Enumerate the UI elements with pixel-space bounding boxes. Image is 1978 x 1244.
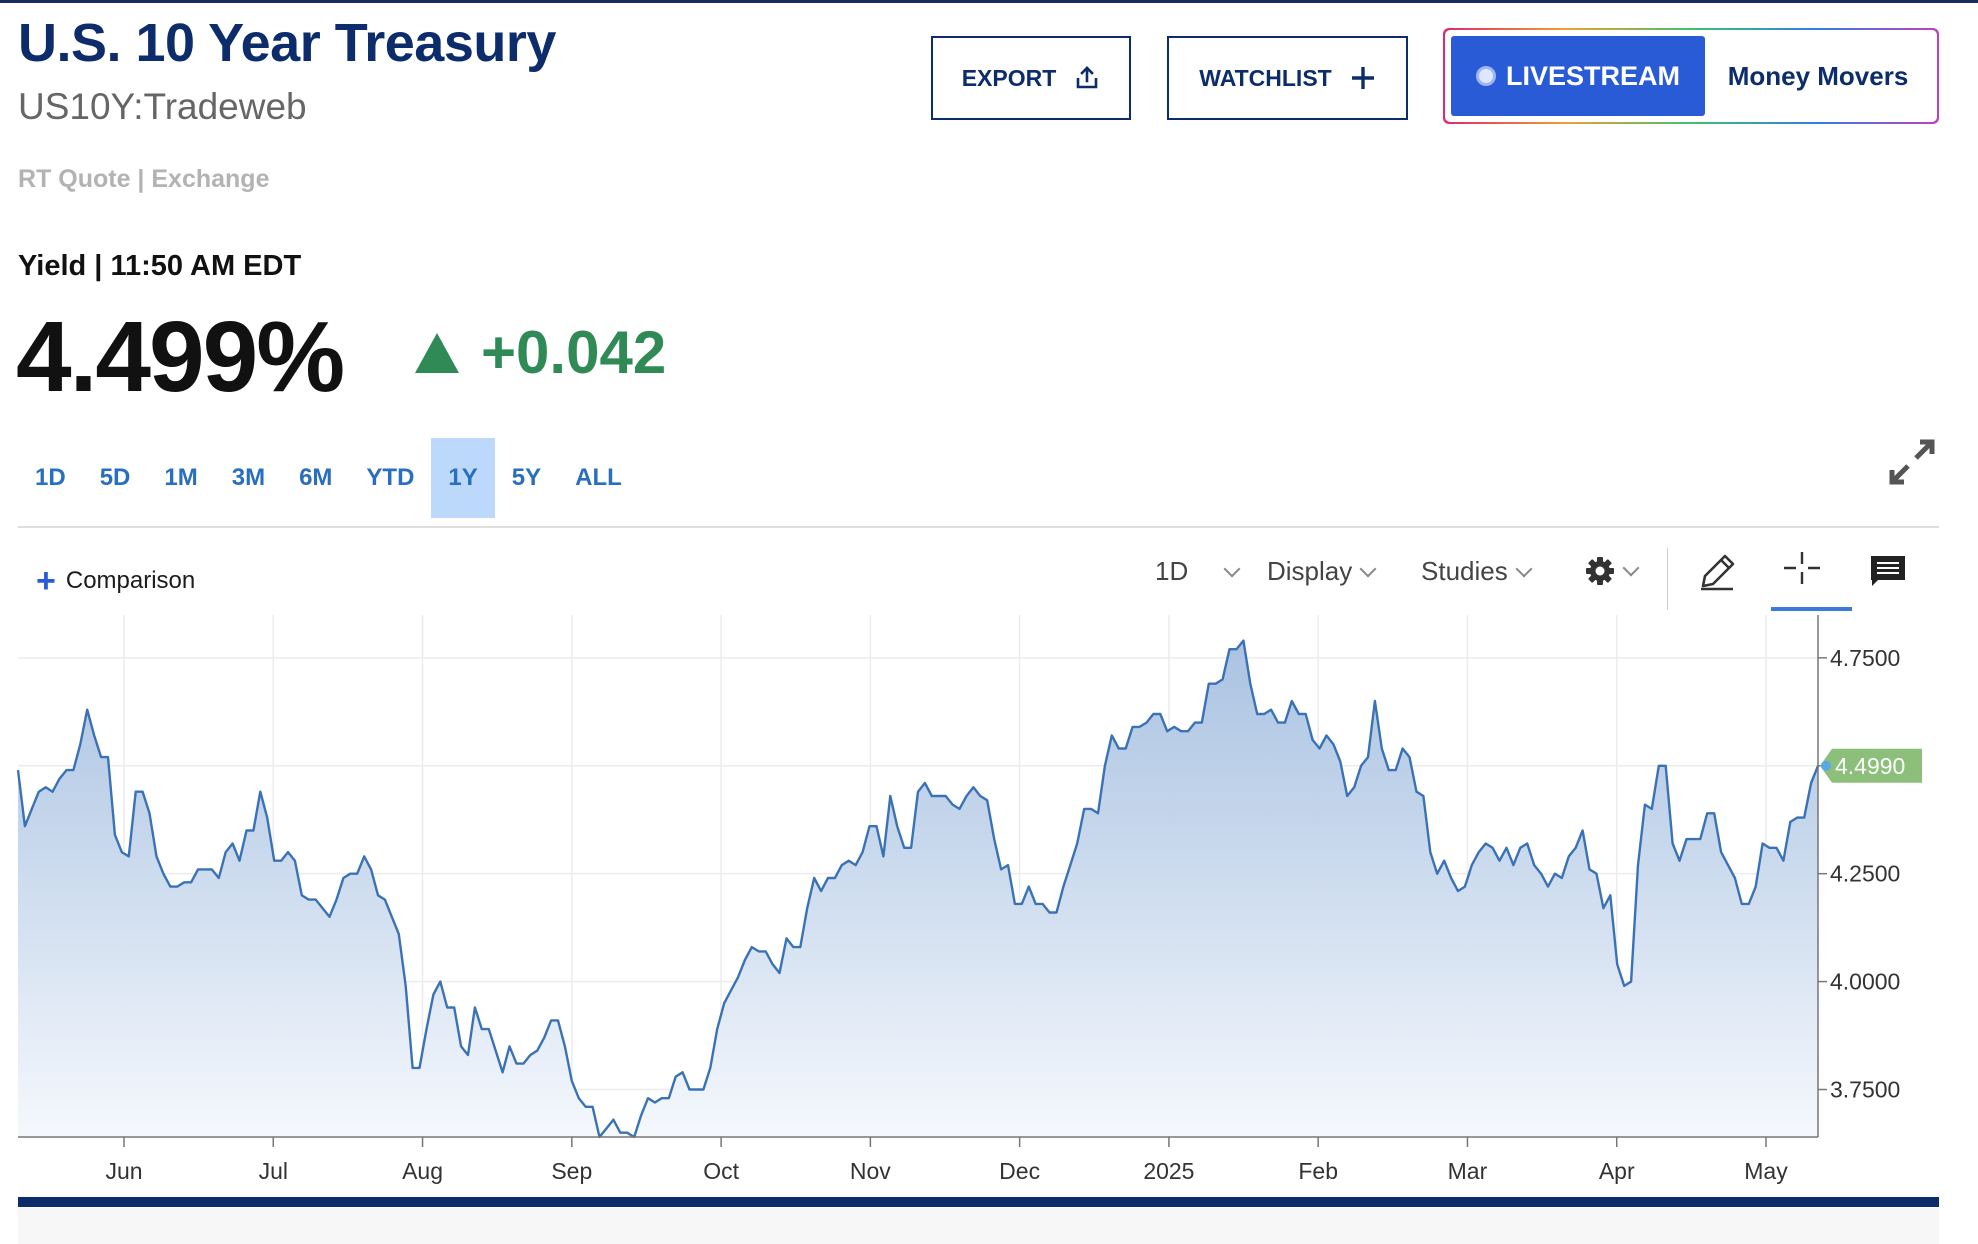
x-tick-label: Oct xyxy=(703,1158,739,1184)
studies-label: Studies xyxy=(1421,556,1508,586)
live-dot-icon xyxy=(1475,66,1496,86)
pencil-icon[interactable] xyxy=(1697,548,1737,592)
toolbar-divider xyxy=(1667,548,1668,610)
watchlist-button-label: WATCHLIST xyxy=(1199,64,1332,91)
comment-icon[interactable] xyxy=(1868,548,1908,592)
chevron-down-icon xyxy=(1223,560,1241,577)
x-tick-label: 2025 xyxy=(1143,1158,1194,1184)
x-tick-label: Nov xyxy=(850,1158,891,1184)
comparison-label: Comparison xyxy=(65,567,196,594)
range-tab-1y[interactable]: 1Y xyxy=(431,438,495,518)
footer xyxy=(18,1208,1939,1244)
last-value-marker xyxy=(1821,760,1831,771)
range-tab-3m[interactable]: 3M xyxy=(231,464,266,491)
range-selector: 1D 5D 1M 3M 6M YTD 1Y 5Y ALL xyxy=(18,438,639,518)
export-button-label: EXPORT xyxy=(961,64,1057,91)
comparison-button[interactable]: + Comparison xyxy=(36,564,195,598)
studies-dropdown[interactable]: Studies xyxy=(1421,556,1533,587)
expand-icon[interactable] xyxy=(1886,436,1938,488)
gear-icon xyxy=(1586,557,1614,585)
last-value-badge: 4.4990 xyxy=(1820,748,1922,783)
y-tick-label: 4.0000 xyxy=(1830,969,1900,995)
y-tick-label: 3.7500 xyxy=(1830,1077,1900,1103)
livestream-button[interactable]: LIVESTREAM xyxy=(1451,36,1705,116)
x-tick-label: Aug xyxy=(402,1158,443,1184)
y-tick-label: 4.7500 xyxy=(1830,645,1900,671)
quote-source: RT Quote | Exchange xyxy=(18,165,270,193)
chart-area xyxy=(18,640,1818,1137)
livestream-banner[interactable]: LIVESTREAM Money Movers xyxy=(1443,28,1939,124)
yield-timestamp: Yield | 11:50 AM EDT xyxy=(18,250,302,282)
last-value-label: 4.4990 xyxy=(1835,753,1905,779)
x-tick-label: Sep xyxy=(551,1158,592,1184)
crosshair-icon[interactable] xyxy=(1782,548,1822,592)
chart-line xyxy=(16,639,1820,1139)
yield-chart[interactable]: 4.75004.50004.25004.00003.7500JunJulAugS… xyxy=(0,615,1978,1195)
display-label: Display xyxy=(1267,556,1353,586)
bottom-bar xyxy=(18,1197,1939,1207)
last-price: 4.499% xyxy=(16,301,345,413)
range-tab-1d[interactable]: 1D xyxy=(35,464,66,491)
interval-dropdown[interactable]: 1D xyxy=(1155,556,1241,587)
watchlist-button[interactable]: WATCHLIST xyxy=(1167,36,1408,120)
y-tick-label: 4.2500 xyxy=(1830,861,1900,887)
range-tab-5y[interactable]: 5Y xyxy=(511,464,542,491)
display-dropdown[interactable]: Display xyxy=(1267,556,1377,587)
x-tick-label: Jun xyxy=(105,1158,142,1184)
x-tick-label: Apr xyxy=(1599,1158,1635,1184)
up-arrow-icon xyxy=(415,332,459,373)
x-tick-label: Jul xyxy=(259,1158,288,1184)
crosshair-active-indicator xyxy=(1771,607,1852,611)
page-title: U.S. 10 Year Treasury xyxy=(18,13,556,73)
symbol-label: US10Y:Tradeweb xyxy=(18,86,307,127)
range-tab-all[interactable]: ALL xyxy=(575,464,622,491)
chevron-down-icon xyxy=(1359,560,1377,577)
x-tick-label: Feb xyxy=(1298,1158,1338,1184)
export-button[interactable]: EXPORT xyxy=(931,36,1131,120)
settings-dropdown[interactable] xyxy=(1585,556,1640,586)
x-tick-label: May xyxy=(1744,1158,1788,1184)
plus-icon xyxy=(1351,67,1374,89)
share-icon xyxy=(1076,66,1098,89)
price-change-value: +0.042 xyxy=(481,319,667,386)
livestream-label: LIVESTREAM xyxy=(1505,60,1680,91)
livestream-show-name: Money Movers xyxy=(1727,60,1909,91)
range-tab-6m[interactable]: 6M xyxy=(299,464,333,491)
x-tick-label: Mar xyxy=(1448,1158,1488,1184)
divider xyxy=(18,526,1939,528)
plus-icon: + xyxy=(36,562,56,600)
chevron-down-icon xyxy=(1622,559,1640,577)
x-tick-label: Dec xyxy=(999,1158,1040,1184)
top-border xyxy=(0,0,1978,3)
range-tab-5d[interactable]: 5D xyxy=(99,464,131,491)
range-tab-1m[interactable]: 1M xyxy=(164,464,198,491)
chevron-down-icon xyxy=(1515,560,1533,577)
interval-label: 1D xyxy=(1155,556,1189,586)
price-change: +0.042 xyxy=(415,318,666,387)
range-tab-ytd[interactable]: YTD xyxy=(366,464,415,491)
